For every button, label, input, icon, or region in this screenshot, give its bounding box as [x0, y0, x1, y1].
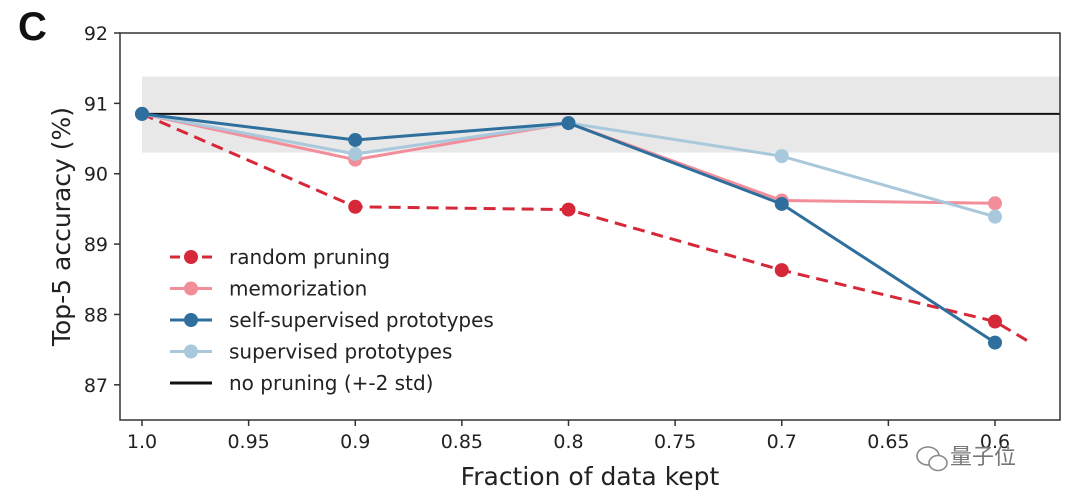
random-pruning-point	[988, 314, 1002, 329]
x-tick-label: 0.75	[654, 431, 696, 453]
legend-label: supervised prototypes	[229, 340, 452, 364]
legend-item-self-supervised-prototypes: self-supervised prototypes	[170, 308, 494, 332]
legend-label: random pruning	[229, 245, 390, 269]
x-tick-label: 0.65	[867, 431, 909, 453]
supervised-prototypes-point	[774, 149, 789, 164]
x-tick-label: 1.0	[127, 431, 157, 453]
self-supervised-prototypes-series	[135, 106, 1002, 350]
x-axis: 1.0 0.95 0.9 0.85 0.8 0.75 0.7 0.65 0.6	[127, 420, 1010, 453]
watermark-text: 量子位	[950, 445, 1016, 470]
random-pruning-point	[561, 202, 576, 217]
legend-marker	[184, 250, 198, 264]
supervised-prototypes-point	[988, 209, 1002, 224]
legend-item-supervised-prototypes: supervised prototypes	[170, 340, 452, 364]
x-tick-label: 0.7	[767, 431, 797, 453]
legend-item-memorization: memorization	[170, 277, 367, 301]
legend-label: no pruning (+-2 std)	[229, 371, 433, 395]
y-tick-label: 90	[84, 164, 108, 186]
panel-label: C	[18, 5, 47, 49]
self-supervised-prototypes-point	[135, 106, 149, 121]
x-tick-label: 0.9	[340, 431, 370, 453]
legend-label: self-supervised prototypes	[229, 308, 494, 332]
x-tick-label: 0.85	[441, 431, 483, 453]
random-pruning-point	[348, 199, 363, 214]
legend-label: memorization	[229, 277, 367, 301]
self-supervised-prototypes-point	[561, 116, 576, 131]
x-tick-label: 0.6	[980, 431, 1010, 453]
x-tick-label: 0.8	[553, 431, 583, 453]
y-tick-label: 92	[84, 23, 108, 45]
wechat-icon	[916, 446, 948, 472]
legend-marker	[184, 313, 198, 327]
legend-marker	[184, 281, 198, 296]
plot-frame	[119, 32, 1061, 421]
legend-item-random-pruning: random pruning	[170, 245, 390, 269]
legend: random pruning memorization self-supervise…	[170, 245, 494, 395]
x-axis-label: Fraction of data kept	[461, 462, 720, 491]
y-axis-label: Top-5 accuracy (%)	[47, 107, 76, 347]
x-tick-label: 0.95	[227, 431, 269, 453]
legend-item-no-pruning-2-std: no pruning (+-2 std)	[170, 371, 433, 395]
legend-marker	[184, 344, 198, 359]
y-axis: 87 88 89 90 91 92	[84, 23, 120, 397]
random-pruning-point	[774, 263, 789, 278]
y-tick-label: 87	[84, 375, 108, 397]
watermark: 量子位	[916, 445, 1016, 472]
self-supervised-prototypes-point	[988, 335, 1002, 350]
self-supervised-prototypes-point	[348, 132, 363, 147]
y-tick-label: 88	[84, 304, 108, 326]
y-tick-label: 89	[84, 234, 108, 256]
y-tick-label: 91	[84, 93, 108, 115]
memorization-point	[988, 196, 1002, 211]
supervised-prototypes-point	[348, 147, 363, 162]
self-supervised-prototypes-point	[774, 196, 789, 211]
